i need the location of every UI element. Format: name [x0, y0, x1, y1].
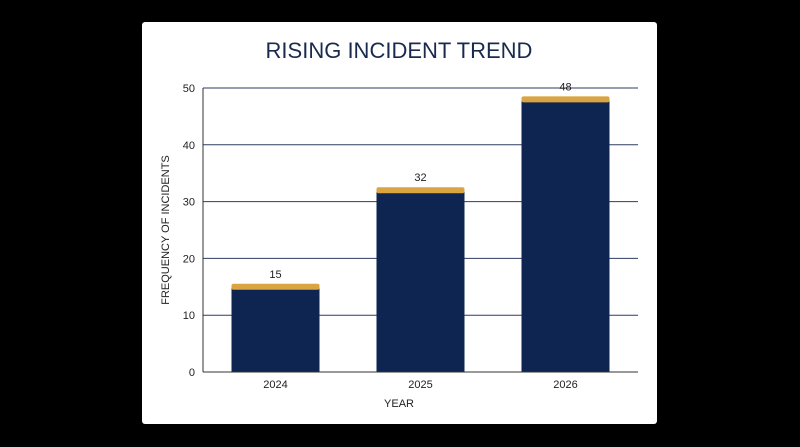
- data-label-2025: 32: [414, 172, 426, 184]
- x-axis-ticks: 2024 2025 2026: [263, 379, 577, 391]
- chart-title: RISING INCIDENT TREND: [266, 38, 533, 63]
- y-tick-0: 0: [189, 367, 195, 379]
- y-axis-ticks: 0 10 20 30 40 50: [183, 83, 195, 379]
- data-label-2026: 48: [559, 81, 571, 93]
- bar-2024: [231, 286, 320, 372]
- bar-cap-2026: [521, 96, 610, 103]
- bars: 15 32 48: [231, 81, 610, 373]
- x-tick-2025: 2025: [408, 379, 432, 391]
- chart-card: RISING INCIDENT TREND 0 10 20 30 40 50 15 32 48…: [142, 22, 657, 424]
- bar-2026: [521, 99, 610, 373]
- y-axis-label: FREQUENCY OF INCIDENTS: [160, 155, 172, 305]
- x-tick-2024: 2024: [263, 379, 287, 391]
- y-tick-30: 30: [183, 197, 195, 209]
- y-tick-10: 10: [183, 310, 195, 322]
- bar-2025: [376, 190, 465, 372]
- y-tick-40: 40: [183, 140, 195, 152]
- x-tick-2026: 2026: [553, 379, 577, 391]
- x-axis-label: YEAR: [384, 398, 414, 410]
- y-tick-20: 20: [183, 253, 195, 265]
- y-tick-50: 50: [183, 83, 195, 95]
- bar-cap-2024: [231, 283, 320, 290]
- bar-chart: RISING INCIDENT TREND 0 10 20 30 40 50 15 32 48…: [160, 38, 638, 410]
- bar-cap-2025: [376, 187, 465, 194]
- data-label-2024: 15: [269, 269, 281, 281]
